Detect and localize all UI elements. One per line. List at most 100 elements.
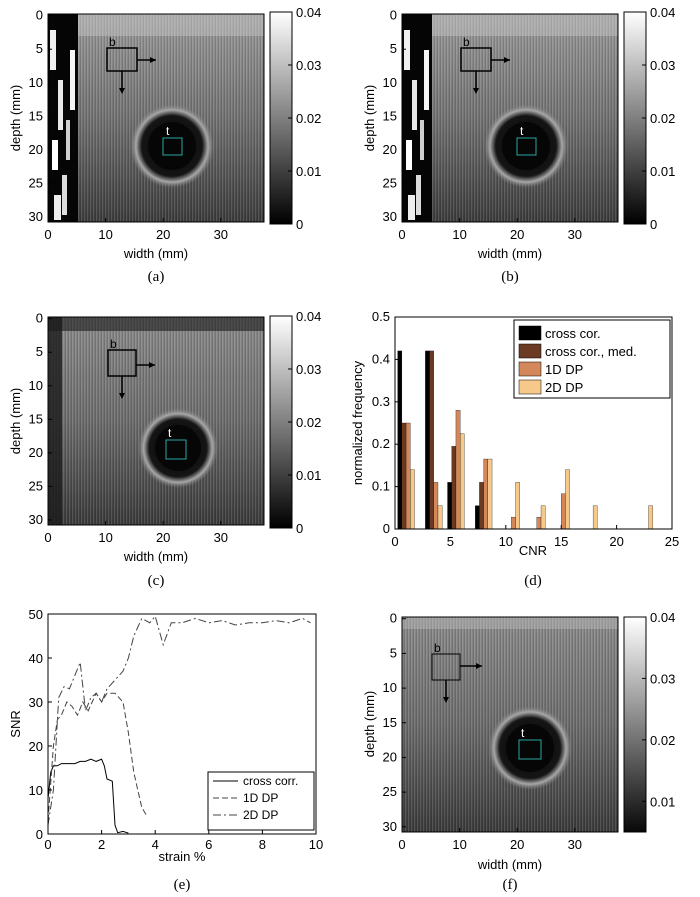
- panel-f-colorbar-ticks: 0.04 0.03 0.02 0.01: [642, 610, 675, 809]
- panel-e-lines: [47, 615, 311, 834]
- panel-b-ytick-label: 20: [383, 142, 397, 157]
- panel-b-ytick-label: 15: [383, 108, 397, 123]
- panel-b-ytick-label: 5: [390, 41, 397, 56]
- panel-c-xlabel: width (mm): [123, 549, 188, 564]
- panel-d-ytick-label: 0.1: [372, 479, 390, 494]
- panel-f-axes-frame: [401, 616, 619, 833]
- panel-f-colorbar-tick-label: 0.03: [650, 671, 675, 686]
- panel-d-bar: [451, 446, 457, 530]
- panel-f-colorbar-tick-label: 0.04: [650, 610, 675, 625]
- panel-f-xlabel: width (mm): [477, 857, 542, 872]
- panel-e-legend-label: cross corr.: [243, 774, 298, 788]
- panel-a-ytick-label: 0: [36, 8, 43, 23]
- panel-a-xtick-label: 30: [214, 227, 228, 242]
- panel-c-roi-box: [165, 439, 187, 460]
- panel-d-bar: [447, 482, 452, 530]
- panel-d-xtick-label: 5: [447, 534, 454, 549]
- panel-d-bar: [459, 433, 465, 530]
- panel-d-bar: [455, 410, 461, 530]
- panel-a-colorbar-tick-label: 0.02: [296, 111, 321, 126]
- panel-a-ytick-label: 30: [29, 209, 43, 224]
- panel-b-colorbar-tick-label: 0.02: [650, 111, 675, 126]
- panel-d-legend-label: 1D DP: [545, 362, 583, 377]
- panel-d-bar: [433, 482, 439, 530]
- panel-f-xtick-label: 0: [398, 837, 405, 852]
- panel-d-xtick-label: 10: [499, 534, 513, 549]
- panel-e-ytick-label: 20: [29, 739, 43, 754]
- panel-b-caption: (b): [501, 269, 519, 285]
- panel-c-colorbar-tick-label: 0.03: [296, 362, 321, 377]
- panel-a-xlabel: width (mm): [123, 246, 188, 261]
- panel-d-xtick-label: 0: [391, 534, 398, 549]
- panel-e-legend: cross corr. 1D DP 2D DP: [207, 771, 315, 831]
- panel-d-bar: [483, 458, 488, 530]
- panel-c-ytick-label: 5: [36, 344, 43, 359]
- panel-b-xtick-label: 20: [510, 227, 524, 242]
- panel-d-ytick-label: 0.3: [372, 394, 390, 409]
- panel-b-axes-frame: [401, 13, 619, 223]
- panel-b-colorbar-tick-label: 0.04: [650, 5, 675, 20]
- panel-e-xtick-label: 4: [152, 837, 159, 852]
- panel-f-b-label: b: [434, 641, 441, 655]
- panel-b-xlabel: width (mm): [477, 246, 542, 261]
- panel-d-bar: [479, 482, 484, 530]
- panel-c-colorbar-tick-label: 0: [296, 521, 303, 536]
- panel-c-axes-frame: [47, 316, 265, 526]
- panel-c-xtick-label: 20: [156, 530, 170, 545]
- panel-f-ytick-label: 0: [390, 611, 397, 626]
- panel-c-ytick-label: 20: [29, 445, 43, 460]
- panel-d-bar: [540, 505, 546, 530]
- panel-b-xtick-label: 30: [568, 227, 582, 242]
- panel-d-ticks: 0 5 10 15 20 25 0 0.1 0.2 0.3 0.4 0.5: [372, 309, 679, 549]
- panel-d-bar: [487, 458, 493, 530]
- panel-a-roi-box: [162, 137, 183, 156]
- panel-d-ylabel: normalized frequency: [350, 360, 365, 485]
- panel-c-colorbar-tick-label: 0.01: [296, 468, 321, 483]
- panel-f-xtick-label: 20: [510, 837, 524, 852]
- panel-f-colorbar: [623, 616, 647, 833]
- panel-b-colorbar-tick-label: 0.03: [650, 58, 675, 73]
- panel-d-ytick-label: 0.5: [372, 309, 390, 324]
- panel-e-ytick-label: 0: [36, 827, 43, 842]
- panel-f-ytick-label: 25: [383, 784, 397, 799]
- panel-d-bars: [397, 350, 653, 530]
- panel-e-xlabel: strain %: [159, 849, 206, 864]
- panel-a-colorbar-ticks: 0.04 0.03 0.02 0.01 0: [288, 5, 321, 232]
- panel-a-axes-frame: [47, 13, 265, 223]
- panel-e-ytick-label: 40: [29, 651, 43, 666]
- panel-b-colorbar-ticks: 0.04 0.03 0.02 0.01 0: [642, 5, 675, 232]
- panel-c-ylabel: depth (mm): [8, 388, 23, 454]
- panel-d-xlabel: CNR: [519, 543, 547, 558]
- panel-b-colorbar-tick-label: 0.01: [650, 164, 675, 179]
- panel-d-legend-swatch: [518, 325, 542, 341]
- panel-e-xtick-label: 8: [259, 837, 266, 852]
- panel-a-xtick-label: 20: [156, 227, 170, 242]
- panel-f-xtick-label: 10: [452, 837, 466, 852]
- panel-d-legend-swatch: [518, 343, 542, 359]
- panel-f-image: [402, 617, 618, 832]
- panel-d-bar: [565, 469, 570, 530]
- panel-b-ytick-label: 25: [383, 175, 397, 190]
- panel-b-xtick-label: 0: [398, 227, 405, 242]
- panel-a-ytick-label: 25: [29, 175, 43, 190]
- panel-b-t-label: t: [520, 124, 524, 138]
- panel-e-ticks: 0 2 4 6 8 10 0 10 20 30 40 50: [29, 607, 324, 852]
- panel-c-xtick-label: 30: [214, 530, 228, 545]
- panel-c-b-window: b: [107, 337, 155, 399]
- panel-a-t-label: t: [166, 124, 170, 138]
- panel-f-b-window: b: [431, 641, 482, 703]
- panel-e-series-line: [47, 758, 129, 834]
- panel-b-b-window: b: [460, 35, 510, 94]
- panel-d-axes-frame: [394, 316, 673, 530]
- panel-b-ylabel: depth (mm): [362, 85, 377, 151]
- panel-a-ylabel: depth (mm): [8, 85, 23, 151]
- panel-e-xtick-label: 6: [205, 837, 212, 852]
- panel-b-b-label: b: [463, 35, 470, 49]
- panel-d-ytick-label: 0: [383, 521, 390, 536]
- panel-d-xtick-label: 20: [609, 534, 623, 549]
- panel-c-colorbar-tick-label: 0.04: [296, 309, 321, 324]
